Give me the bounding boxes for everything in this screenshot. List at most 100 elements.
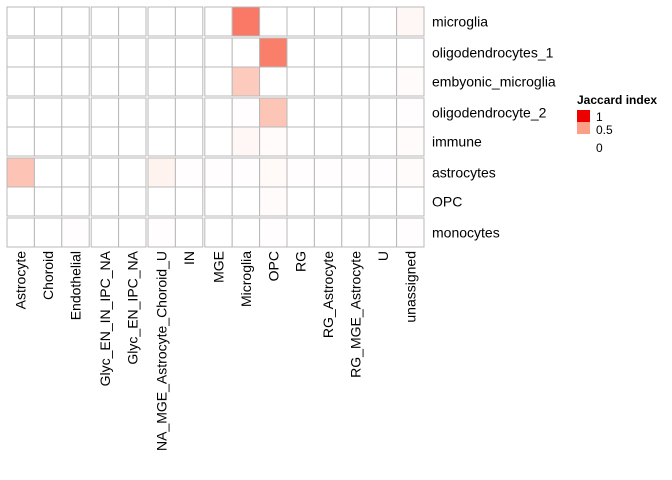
heatmap-cell xyxy=(204,157,233,188)
heatmap-cell xyxy=(90,157,120,188)
legend-title: Jaccard index xyxy=(577,93,657,107)
heatmap-cell xyxy=(259,186,288,217)
heatmap-cell xyxy=(33,37,63,68)
heatmap-cell xyxy=(259,37,288,68)
heatmap-cell xyxy=(231,217,261,248)
heatmap-cell xyxy=(286,6,315,37)
heatmap-cell xyxy=(33,157,63,188)
heatmap-cell xyxy=(231,186,261,217)
column-label: NA_MGE_Astrocyte_Choroid_U xyxy=(154,251,170,451)
heatmap-cell xyxy=(33,126,63,157)
column-label: OPC xyxy=(265,251,281,281)
heatmap-cell xyxy=(118,126,147,157)
column-label: RG_MGE_Astrocyte xyxy=(348,251,364,378)
column-labels: Astrocyte Choroid Endothelial Glyc_EN_IN_IP… xyxy=(13,250,419,451)
heatmap-cell xyxy=(396,157,425,188)
heatmap-cell xyxy=(6,186,35,217)
legend-swatch-low xyxy=(577,134,590,146)
heatmap-cell xyxy=(368,37,398,68)
column-label: Glyc_EN_IN_IPC_NA xyxy=(97,250,113,386)
row-label: embyonic_microglia xyxy=(432,74,556,90)
heatmap-cell xyxy=(90,6,120,37)
heatmap-cell xyxy=(174,186,204,217)
heatmap-cell xyxy=(396,97,425,128)
heatmap-cell xyxy=(286,66,315,97)
column-label: Microglia xyxy=(238,251,254,307)
heatmap-cell xyxy=(174,37,204,68)
row-label: immune xyxy=(432,134,482,150)
heatmap-cell xyxy=(174,217,204,248)
heatmap-cell xyxy=(90,97,120,128)
heatmap-cell xyxy=(118,186,147,217)
heatmap-cell xyxy=(6,37,35,68)
heatmap-cell xyxy=(259,126,288,157)
column-label: U xyxy=(375,251,391,261)
heatmap-cell xyxy=(368,186,398,217)
color-legend: Jaccard index 1 0.5 0 xyxy=(577,93,657,155)
heatmap-cell xyxy=(118,217,147,248)
heatmap-cell xyxy=(231,126,261,157)
heatmap-cell xyxy=(231,6,261,37)
legend-tick-0: 0 xyxy=(596,141,603,155)
heatmap-cell xyxy=(368,66,398,97)
heatmap-cell xyxy=(259,217,288,248)
heatmap-cell xyxy=(6,66,35,97)
heatmap-cell xyxy=(6,97,35,128)
heatmap-cell xyxy=(90,186,120,217)
heatmap-cell xyxy=(313,217,343,248)
heatmap-cell xyxy=(368,97,398,128)
heatmap-cell xyxy=(61,66,90,97)
column-label: Glyc_EN_IPC_NA xyxy=(124,250,140,364)
heatmap-cell xyxy=(341,37,370,68)
heatmap-cell xyxy=(204,126,233,157)
heatmap-cell xyxy=(61,97,90,128)
heatmap-cell xyxy=(6,6,35,37)
heatmap-cell xyxy=(396,217,425,248)
heatmap-cell xyxy=(368,217,398,248)
legend-tick-0.5: 0.5 xyxy=(596,123,613,137)
heatmap-cell xyxy=(118,157,147,188)
heatmap-cell xyxy=(61,186,90,217)
heatmap-cell xyxy=(313,66,343,97)
row-label: oligodendrocyte_2 xyxy=(432,105,547,121)
heatmap-cell xyxy=(118,97,147,128)
heatmap-cell xyxy=(313,37,343,68)
heatmap-cell xyxy=(174,157,204,188)
heatmap-cell xyxy=(204,217,233,248)
heatmap-cell xyxy=(6,157,35,188)
heatmap-cell xyxy=(6,217,35,248)
heatmap-cell xyxy=(61,217,90,248)
heatmap-cell xyxy=(33,217,63,248)
row-label: oligodendrocytes_1 xyxy=(432,45,554,61)
heatmap-cell xyxy=(33,186,63,217)
heatmap-cell xyxy=(204,6,233,37)
heatmap-cell xyxy=(396,66,425,97)
heatmap-cell xyxy=(286,217,315,248)
heatmap-cell xyxy=(313,186,343,217)
heatmap-cell xyxy=(6,126,35,157)
heatmap-cell xyxy=(204,186,233,217)
heatmap-cell xyxy=(341,217,370,248)
heatmap-cell xyxy=(396,37,425,68)
heatmap-cell xyxy=(231,66,261,97)
heatmap-cell xyxy=(147,217,176,248)
heatmap-cell xyxy=(396,6,425,37)
row-labels: microglia oligodendrocytes_1 embyonic_micr… xyxy=(432,14,556,241)
legend-swatch-mid xyxy=(577,122,590,134)
column-label: Astrocyte xyxy=(13,251,29,310)
heatmap-cell xyxy=(313,157,343,188)
heatmap-cell xyxy=(259,6,288,37)
column-label: Endothelial xyxy=(68,251,84,320)
heatmap-cell xyxy=(204,97,233,128)
row-label: OPC xyxy=(432,194,462,210)
heatmap-cell xyxy=(61,157,90,188)
legend-tick-1: 1 xyxy=(596,110,603,124)
heatmap-cell xyxy=(286,186,315,217)
heatmap-cell xyxy=(174,126,204,157)
row-label: microglia xyxy=(432,14,488,30)
heatmap-cell xyxy=(118,6,147,37)
heatmap-cell xyxy=(396,186,425,217)
heatmap-cell xyxy=(231,97,261,128)
heatmap-cell xyxy=(61,6,90,37)
heatmap-cell xyxy=(90,66,120,97)
